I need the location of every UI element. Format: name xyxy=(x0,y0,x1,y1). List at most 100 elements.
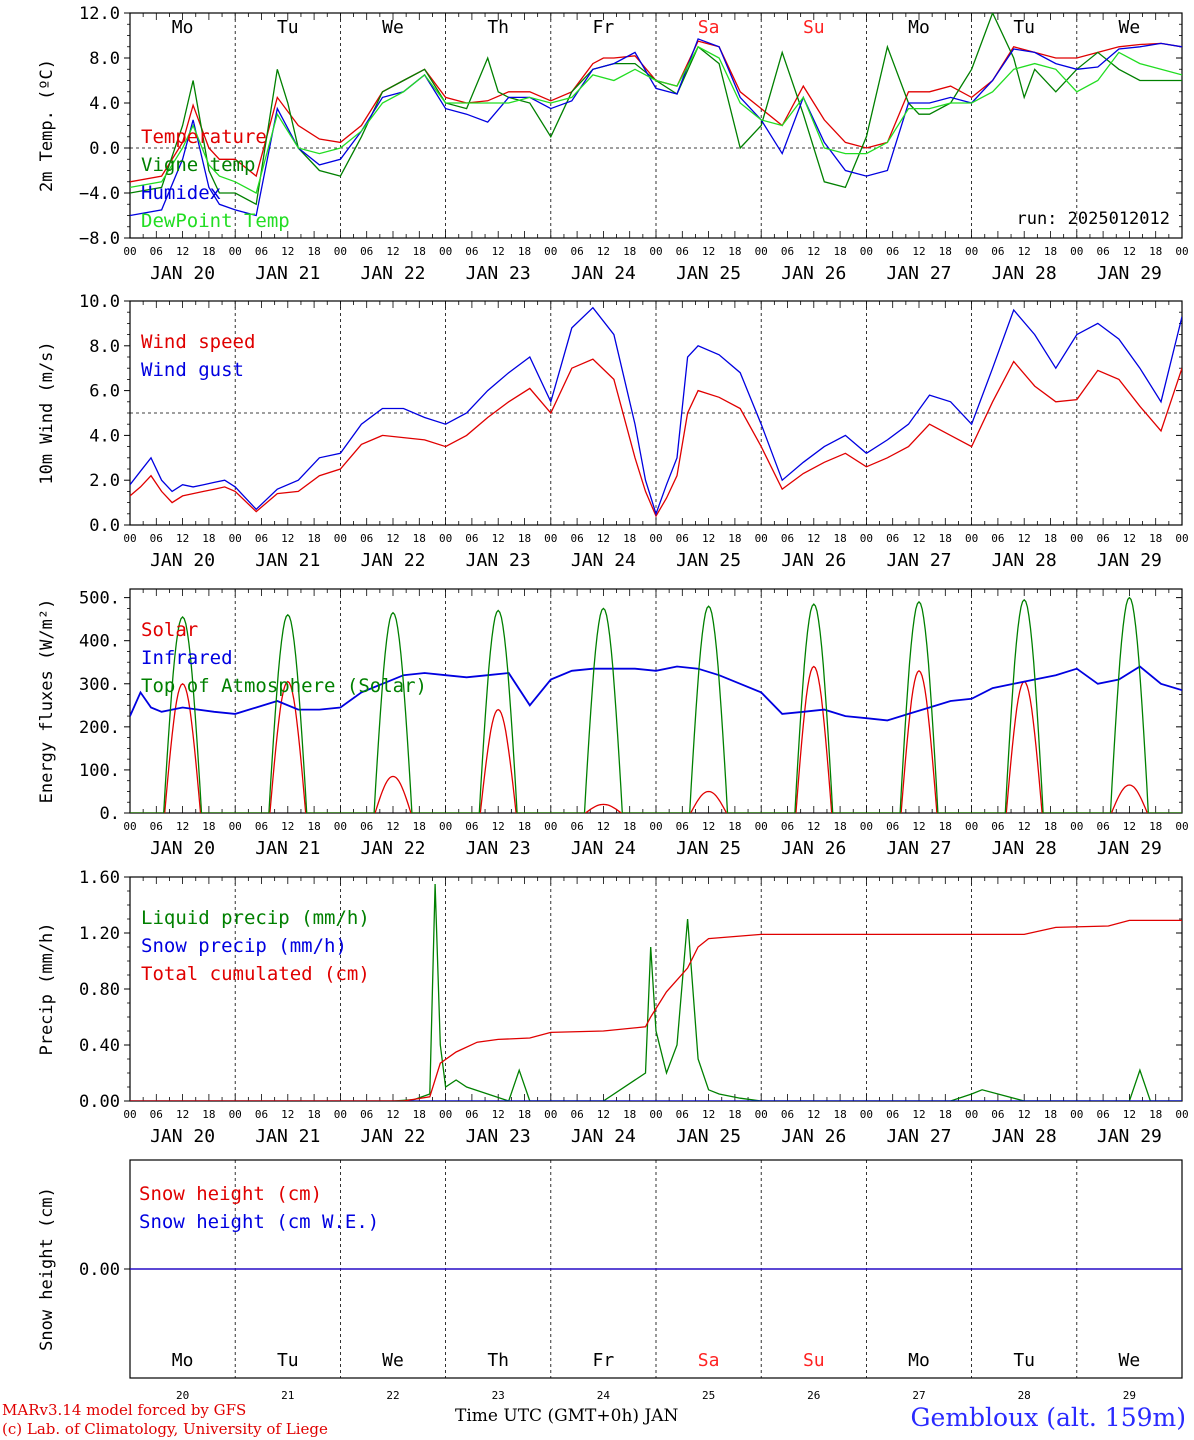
y-tick-label: 8.0 xyxy=(89,49,120,69)
day-label: JAN 20 xyxy=(150,1126,215,1147)
weekday-label: Mo xyxy=(172,17,194,38)
hour-tick-label: 06 xyxy=(1096,532,1109,545)
hour-tick-label: 00 xyxy=(965,532,978,545)
weekday-label: Th xyxy=(487,17,509,38)
hour-tick-label: 00 xyxy=(1175,820,1188,833)
hour-tick-label: 12 xyxy=(912,245,925,258)
legend-entry: Top of Atmosphere (Solar) xyxy=(141,675,427,697)
day-label: JAN 22 xyxy=(360,263,425,284)
y-axis-label: 10m Wind (m/s) xyxy=(37,341,57,484)
y-tick-label: 4.0 xyxy=(89,94,120,114)
hour-tick-label: 06 xyxy=(991,820,1004,833)
hour-tick-label: 06 xyxy=(150,532,163,545)
panel-4: 00 06 12 18 00 06 12 18 00 06 12 18 00 06 12 18 00 06 12 18… xyxy=(37,868,1189,1147)
hour-tick-label: 18 xyxy=(1149,245,1162,258)
hour-tick-label: 12 xyxy=(281,245,294,258)
day-label: JAN 27 xyxy=(886,1126,951,1147)
day-label: JAN 20 xyxy=(150,550,215,571)
y-tick-label: 100. xyxy=(79,761,120,781)
hour-tick-label: 12 xyxy=(492,532,505,545)
hour-tick-label: 00 xyxy=(1070,820,1083,833)
y-tick-label: 200. xyxy=(79,718,120,738)
legend-entry: Infrared xyxy=(141,647,233,669)
hour-tick-label: 06 xyxy=(886,1108,899,1121)
hour-tick-label: 12 xyxy=(807,820,820,833)
hour-tick-label: 18 xyxy=(939,532,952,545)
hour-tick-label: 12 xyxy=(597,820,610,833)
hour-tick-label: 00 xyxy=(755,245,768,258)
day-label: JAN 25 xyxy=(676,263,741,284)
hour-tick-label: 18 xyxy=(1149,820,1162,833)
day-number-label: 24 xyxy=(597,1389,611,1402)
hour-tick-label: 00 xyxy=(229,532,242,545)
hour-tick-label: 12 xyxy=(912,532,925,545)
hour-tick-label: 06 xyxy=(886,820,899,833)
weekday-label: Fr xyxy=(593,1350,615,1371)
hour-tick-label: 00 xyxy=(1070,1108,1083,1121)
hour-tick-label: 00 xyxy=(649,532,662,545)
day-number-label: 23 xyxy=(492,1389,505,1402)
y-tick-label: 300. xyxy=(79,675,120,695)
hour-tick-label: 18 xyxy=(413,1108,426,1121)
hour-tick-label: 00 xyxy=(755,532,768,545)
y-tick-label: 0.00 xyxy=(79,1260,120,1280)
hour-tick-label: 18 xyxy=(518,532,531,545)
day-label: JAN 22 xyxy=(360,1126,425,1147)
hour-tick-label: 00 xyxy=(755,1108,768,1121)
hour-tick-label: 18 xyxy=(1149,1108,1162,1121)
hour-tick-label: 00 xyxy=(544,1108,557,1121)
day-number-label: 29 xyxy=(1123,1389,1136,1402)
hour-tick-label: 06 xyxy=(1096,245,1109,258)
legend-entry: Humidex xyxy=(141,182,221,204)
day-label: JAN 22 xyxy=(360,550,425,571)
hour-tick-label: 00 xyxy=(334,1108,347,1121)
hour-tick-label: 00 xyxy=(860,532,873,545)
hour-tick-label: 12 xyxy=(702,532,715,545)
y-axis-label: 2m Temp. (ºC) xyxy=(37,59,57,192)
day-label: JAN 26 xyxy=(781,550,846,571)
legend-entry: Snow precip (mm/h) xyxy=(141,935,347,957)
hour-tick-label: 18 xyxy=(518,1108,531,1121)
hour-tick-label: 12 xyxy=(912,1108,925,1121)
hour-tick-label: 18 xyxy=(1044,1108,1057,1121)
panel-3: 00 06 12 18 00 06 12 18 00 06 12 18 00 06 12 18 00 06 12 18… xyxy=(37,588,1189,859)
legend-entry: Vigne temp xyxy=(141,154,255,176)
weekday-label: Tu xyxy=(1013,17,1035,38)
hour-tick-label: 06 xyxy=(781,1108,794,1121)
weekday-label: Mo xyxy=(908,17,930,38)
series-line xyxy=(130,38,1182,217)
hour-tick-label: 12 xyxy=(176,532,189,545)
hour-tick-label: 12 xyxy=(912,820,925,833)
hour-tick-label: 12 xyxy=(1123,820,1136,833)
hour-tick-label: 18 xyxy=(518,245,531,258)
hour-tick-label: 18 xyxy=(623,1108,636,1121)
hour-tick-label: 06 xyxy=(570,1108,583,1121)
hour-tick-label: 00 xyxy=(755,820,768,833)
legend-entry: Snow height (cm W.E.) xyxy=(139,1211,379,1233)
hour-tick-label: 18 xyxy=(413,820,426,833)
y-tick-label: 0.00 xyxy=(79,1092,120,1112)
hour-tick-label: 00 xyxy=(649,1108,662,1121)
hour-tick-label: 00 xyxy=(439,532,452,545)
day-number-label: 25 xyxy=(702,1389,715,1402)
hour-tick-label: 12 xyxy=(281,1108,294,1121)
panel-1: 00 06 12 18 00 06 12 18 00 06 12 18 00 06 12 18 00 06 12 18… xyxy=(37,4,1189,284)
day-number-label: 22 xyxy=(386,1389,399,1402)
hour-tick-label: 18 xyxy=(1149,532,1162,545)
hour-tick-label: 00 xyxy=(965,1108,978,1121)
hour-tick-label: 00 xyxy=(1175,1108,1188,1121)
hour-tick-label: 00 xyxy=(439,820,452,833)
legend-entry: Solar xyxy=(141,619,198,641)
y-axis-label: Precip (mm/h) xyxy=(37,922,57,1055)
hour-tick-label: 18 xyxy=(728,245,741,258)
hour-tick-label: 12 xyxy=(176,820,189,833)
hour-tick-label: 12 xyxy=(1123,1108,1136,1121)
y-tick-label: 12.0 xyxy=(79,4,120,24)
credit-line-1: MARv3.14 model forced by GFS xyxy=(2,1401,247,1419)
day-label: JAN 26 xyxy=(781,263,846,284)
hour-tick-label: 12 xyxy=(492,1108,505,1121)
hour-tick-label: 00 xyxy=(229,1108,242,1121)
hour-tick-label: 00 xyxy=(860,245,873,258)
day-label: JAN 29 xyxy=(1097,1126,1162,1147)
